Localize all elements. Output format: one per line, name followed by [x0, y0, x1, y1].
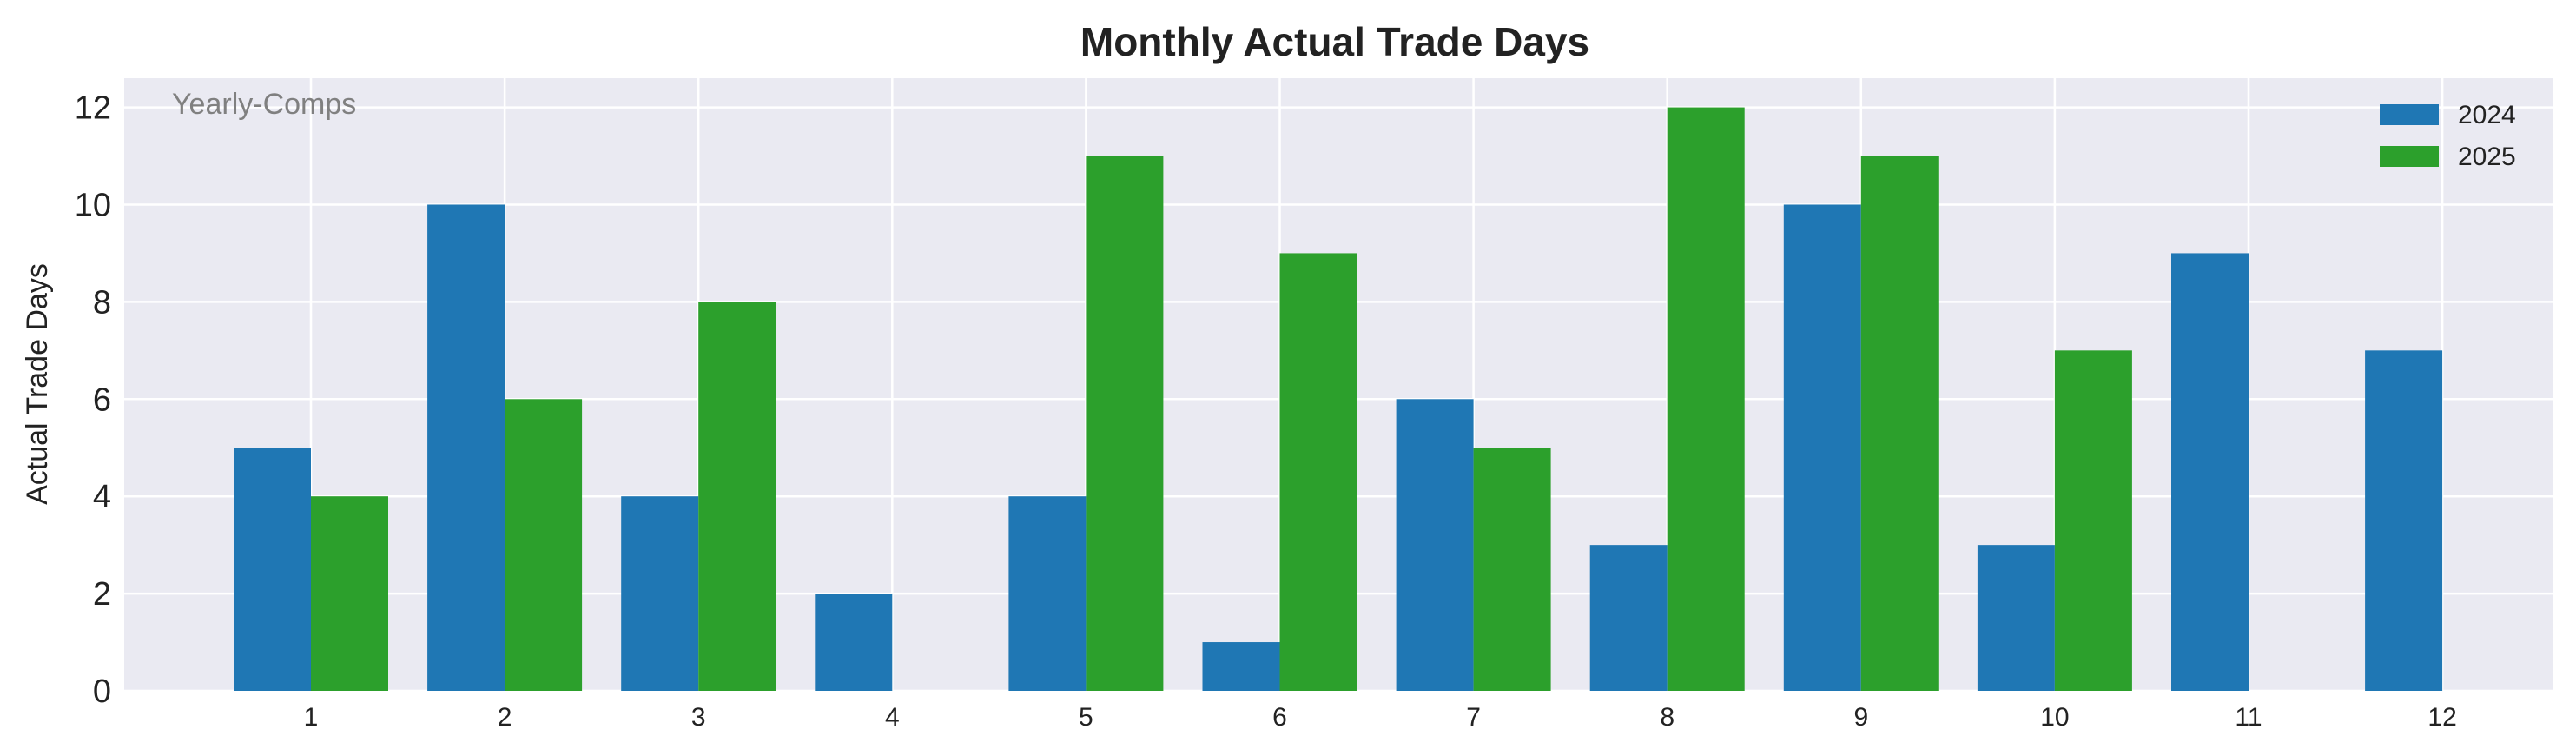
x-tick-label: 9	[1853, 703, 1868, 732]
bar-2024-month-1	[234, 448, 311, 691]
bars	[234, 107, 2443, 692]
x-tick-label: 3	[691, 703, 706, 732]
y-tick-label: 10	[75, 187, 111, 223]
bar-2024-month-5	[1008, 496, 1087, 691]
bar-2025-month-2	[505, 399, 583, 691]
bar-2025-month-6	[1279, 253, 1357, 691]
bar-2025-month-8	[1667, 107, 1745, 692]
bar-2025-month-9	[1860, 156, 1939, 691]
chart-title: Monthly Actual Trade Days	[1080, 19, 1589, 64]
bar-2025-month-7	[1473, 448, 1551, 691]
bar-2024-month-9	[1783, 204, 1861, 691]
chart-annotation: Yearly-Comps	[172, 88, 356, 121]
bar-2025-month-3	[698, 302, 776, 691]
y-tick-label: 6	[93, 381, 111, 418]
bar-2024-month-12	[2365, 350, 2443, 691]
legend-swatch-2025	[2380, 146, 2439, 167]
bar-2024-month-2	[427, 204, 505, 691]
bar-2024-month-3	[621, 496, 699, 691]
x-axis-ticks: 1 2 3 4 5 6 7 8 9 10 11 12	[304, 703, 2457, 732]
legend-swatch-2024	[2380, 104, 2439, 125]
bar-2025-month-5	[1086, 156, 1164, 691]
x-tick-label: 5	[1079, 703, 1093, 732]
bar-2025-month-1	[311, 496, 388, 691]
bar-2024-month-8	[1589, 545, 1668, 691]
y-axis-label: Actual Trade Days	[21, 263, 54, 505]
x-tick-label: 6	[1272, 703, 1287, 732]
legend-label-2024: 2024	[2458, 101, 2516, 129]
y-axis-ticks: 0 2 4 6 8 10 12	[75, 90, 111, 710]
legend-label-2025: 2025	[2458, 143, 2516, 171]
y-tick-label: 2	[93, 576, 111, 613]
y-tick-label: 0	[93, 673, 111, 710]
y-tick-label: 12	[75, 90, 111, 127]
x-tick-label: 1	[304, 703, 319, 732]
bar-2024-month-10	[1977, 545, 2055, 691]
bar-2024-month-6	[1202, 642, 1280, 691]
bar-2024-month-11	[2171, 253, 2249, 691]
bar-2024-month-4	[815, 594, 893, 691]
x-tick-label: 7	[1466, 703, 1481, 732]
x-tick-label: 4	[885, 703, 900, 732]
y-tick-label: 4	[93, 479, 111, 515]
y-tick-label: 8	[93, 284, 111, 321]
x-tick-label: 12	[2427, 703, 2456, 732]
bar-2024-month-7	[1396, 399, 1474, 691]
x-tick-label: 11	[2235, 703, 2262, 732]
x-tick-label: 10	[2040, 703, 2069, 732]
bar-2025-month-10	[2054, 350, 2132, 691]
x-tick-label: 8	[1660, 703, 1674, 732]
x-tick-label: 2	[498, 703, 512, 732]
legend: 2024 2025	[2380, 101, 2516, 171]
